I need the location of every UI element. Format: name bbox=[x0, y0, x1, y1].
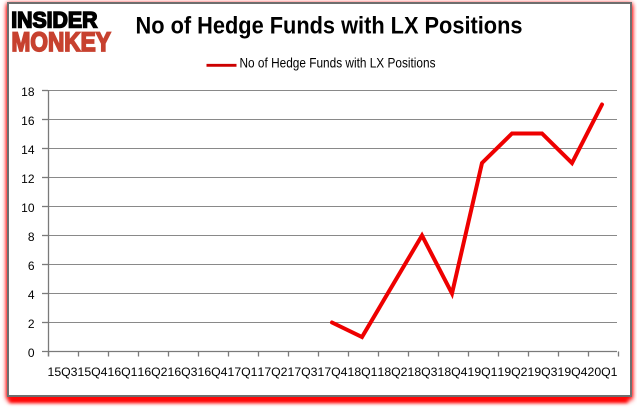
svg-text:12: 12 bbox=[21, 172, 35, 186]
svg-text:18Q4: 18Q4 bbox=[437, 365, 467, 379]
svg-text:16Q2: 16Q2 bbox=[137, 365, 167, 379]
svg-text:No of Hedge Funds with LX Posi: No of Hedge Funds with LX Positions bbox=[239, 55, 435, 71]
svg-text:16: 16 bbox=[21, 114, 35, 128]
svg-text:15Q3: 15Q3 bbox=[47, 365, 77, 379]
svg-text:18Q1: 18Q1 bbox=[347, 365, 377, 379]
svg-text:17Q1: 17Q1 bbox=[227, 365, 257, 379]
svg-text:4: 4 bbox=[27, 288, 34, 302]
svg-text:17Q2: 17Q2 bbox=[257, 365, 287, 379]
svg-text:19Q4: 19Q4 bbox=[557, 365, 587, 379]
svg-text:15Q4: 15Q4 bbox=[77, 365, 107, 379]
svg-text:18Q3: 18Q3 bbox=[407, 365, 437, 379]
svg-text:14: 14 bbox=[21, 143, 35, 157]
svg-text:17Q4: 17Q4 bbox=[317, 365, 347, 379]
svg-text:16Q4: 16Q4 bbox=[197, 365, 227, 379]
svg-text:No of Hedge Funds with LX Posi: No of Hedge Funds with LX Positions bbox=[135, 13, 522, 40]
svg-text:19Q1: 19Q1 bbox=[467, 365, 497, 379]
svg-text:10: 10 bbox=[21, 201, 35, 215]
svg-text:8: 8 bbox=[27, 230, 34, 244]
svg-text:19Q2: 19Q2 bbox=[497, 365, 527, 379]
svg-text:0: 0 bbox=[27, 346, 34, 360]
svg-text:2: 2 bbox=[27, 317, 34, 331]
svg-text:6: 6 bbox=[27, 259, 34, 273]
svg-text:18Q2: 18Q2 bbox=[377, 365, 407, 379]
svg-text:17Q3: 17Q3 bbox=[287, 365, 317, 379]
svg-text:19Q3: 19Q3 bbox=[527, 365, 557, 379]
svg-text:18: 18 bbox=[21, 85, 35, 99]
svg-text:20Q1: 20Q1 bbox=[587, 365, 617, 379]
svg-text:16Q1: 16Q1 bbox=[107, 365, 137, 379]
svg-text:MONKEY: MONKEY bbox=[11, 27, 111, 57]
svg-text:16Q3: 16Q3 bbox=[167, 365, 197, 379]
svg-text:INSIDER: INSIDER bbox=[11, 8, 97, 33]
